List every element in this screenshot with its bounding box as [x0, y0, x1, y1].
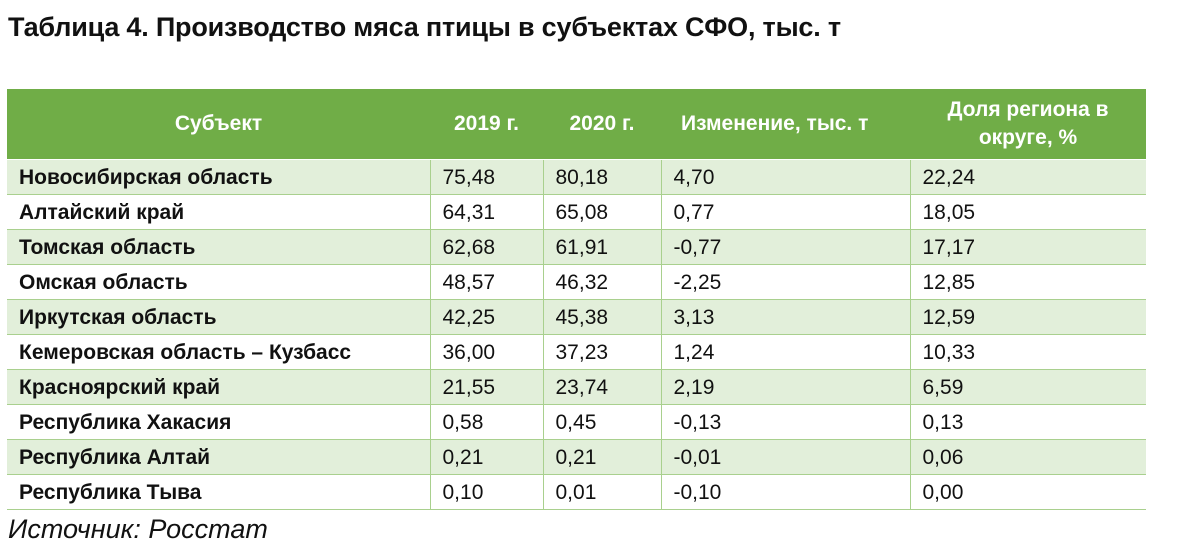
cell-2019: 0,10 — [429, 474, 543, 510]
cell-2019: 42,25 — [429, 299, 543, 335]
cell-subject: Омская область — [7, 264, 430, 300]
cell-subject: Иркутская область — [7, 299, 430, 335]
column-header-share-line2: округе, % — [978, 126, 1078, 149]
cell-change: 0,77 — [660, 194, 910, 230]
cell-subject: Кемеровская область – Кузбасс — [7, 334, 430, 370]
cell-2019: 0,21 — [429, 439, 543, 475]
table-row: Алтайский край 64,31 65,08 0,77 18,05 — [7, 194, 1146, 230]
table-header-row: Субъект 2019 г. 2020 г. Изменение, тыс. … — [7, 89, 1146, 160]
cell-share: 18,05 — [909, 194, 1146, 230]
cell-share: 10,33 — [909, 334, 1146, 370]
cell-subject: Алтайский край — [7, 194, 430, 230]
cell-subject: Новосибирская область — [7, 159, 430, 195]
column-header-subject: Субъект — [7, 89, 430, 160]
cell-2019: 48,57 — [429, 264, 543, 300]
cell-2020: 37,23 — [542, 334, 661, 370]
cell-change: -0,13 — [660, 404, 910, 440]
cell-share: 0,13 — [909, 404, 1146, 440]
table-row: Республика Алтай 0,21 0,21 -0,01 0,06 — [7, 439, 1146, 475]
cell-2020: 45,38 — [542, 299, 661, 335]
column-header-share-line1: Доля региона в — [947, 97, 1109, 121]
table-row: Томская область 62,68 61,91 -0,77 17,17 — [7, 229, 1146, 265]
cell-change: 2,19 — [660, 369, 910, 405]
cell-change: 3,13 — [660, 299, 910, 335]
cell-change: 1,24 — [660, 334, 910, 370]
cell-subject: Томская область — [7, 229, 430, 265]
cell-change: 4,70 — [660, 159, 910, 195]
cell-share: 6,59 — [909, 369, 1146, 405]
cell-change: -0,10 — [660, 474, 910, 510]
cell-subject: Республика Алтай — [7, 439, 430, 475]
cell-2020: 80,18 — [542, 159, 661, 195]
cell-share: 12,85 — [909, 264, 1146, 300]
cell-2019: 75,48 — [429, 159, 543, 195]
column-header-2019: 2019 г. — [430, 89, 543, 160]
table-row: Иркутская область 42,25 45,38 3,13 12,59 — [7, 299, 1146, 335]
cell-share: 0,00 — [909, 474, 1146, 510]
table-row: Республика Тыва 0,10 0,01 -0,10 0,00 — [7, 474, 1146, 510]
cell-2020: 46,32 — [542, 264, 661, 300]
table-row: Новосибирская область 75,48 80,18 4,70 2… — [7, 159, 1146, 195]
cell-subject: Республика Хакасия — [7, 404, 430, 440]
column-header-change: Изменение, тыс. т — [661, 89, 910, 160]
cell-share: 22,24 — [909, 159, 1146, 195]
cell-change: -0,01 — [660, 439, 910, 475]
table-row: Омская область 48,57 46,32 -2,25 12,85 — [7, 264, 1146, 300]
table-row: Кемеровская область – Кузбасс 36,00 37,2… — [7, 334, 1146, 370]
cell-2019: 62,68 — [429, 229, 543, 265]
cell-2019: 64,31 — [429, 194, 543, 230]
table-title: Таблица 4. Производство мяса птицы в суб… — [8, 12, 841, 42]
source-note: Источник: Росстат — [8, 514, 268, 544]
cell-2019: 0,58 — [429, 404, 543, 440]
cell-2020: 0,45 — [542, 404, 661, 440]
cell-change: -0,77 — [660, 229, 910, 265]
cell-2020: 0,01 — [542, 474, 661, 510]
cell-2020: 61,91 — [542, 229, 661, 265]
cell-subject: Республика Тыва — [7, 474, 430, 510]
cell-2020: 23,74 — [542, 369, 661, 405]
cell-share: 12,59 — [909, 299, 1146, 335]
cell-2020: 0,21 — [542, 439, 661, 475]
table-row: Республика Хакасия 0,58 0,45 -0,13 0,13 — [7, 404, 1146, 440]
table-row: Красноярский край 21,55 23,74 2,19 6,59 — [7, 369, 1146, 405]
poultry-production-table: Субъект 2019 г. 2020 г. Изменение, тыс. … — [7, 89, 1146, 510]
column-header-2020: 2020 г. — [543, 89, 661, 160]
cell-change: -2,25 — [660, 264, 910, 300]
cell-2020: 65,08 — [542, 194, 661, 230]
cell-share: 17,17 — [909, 229, 1146, 265]
column-header-share: Доля региона в округе, % — [910, 89, 1146, 160]
cell-subject: Красноярский край — [7, 369, 430, 405]
cell-2019: 21,55 — [429, 369, 543, 405]
cell-2019: 36,00 — [429, 334, 543, 370]
cell-share: 0,06 — [909, 439, 1146, 475]
